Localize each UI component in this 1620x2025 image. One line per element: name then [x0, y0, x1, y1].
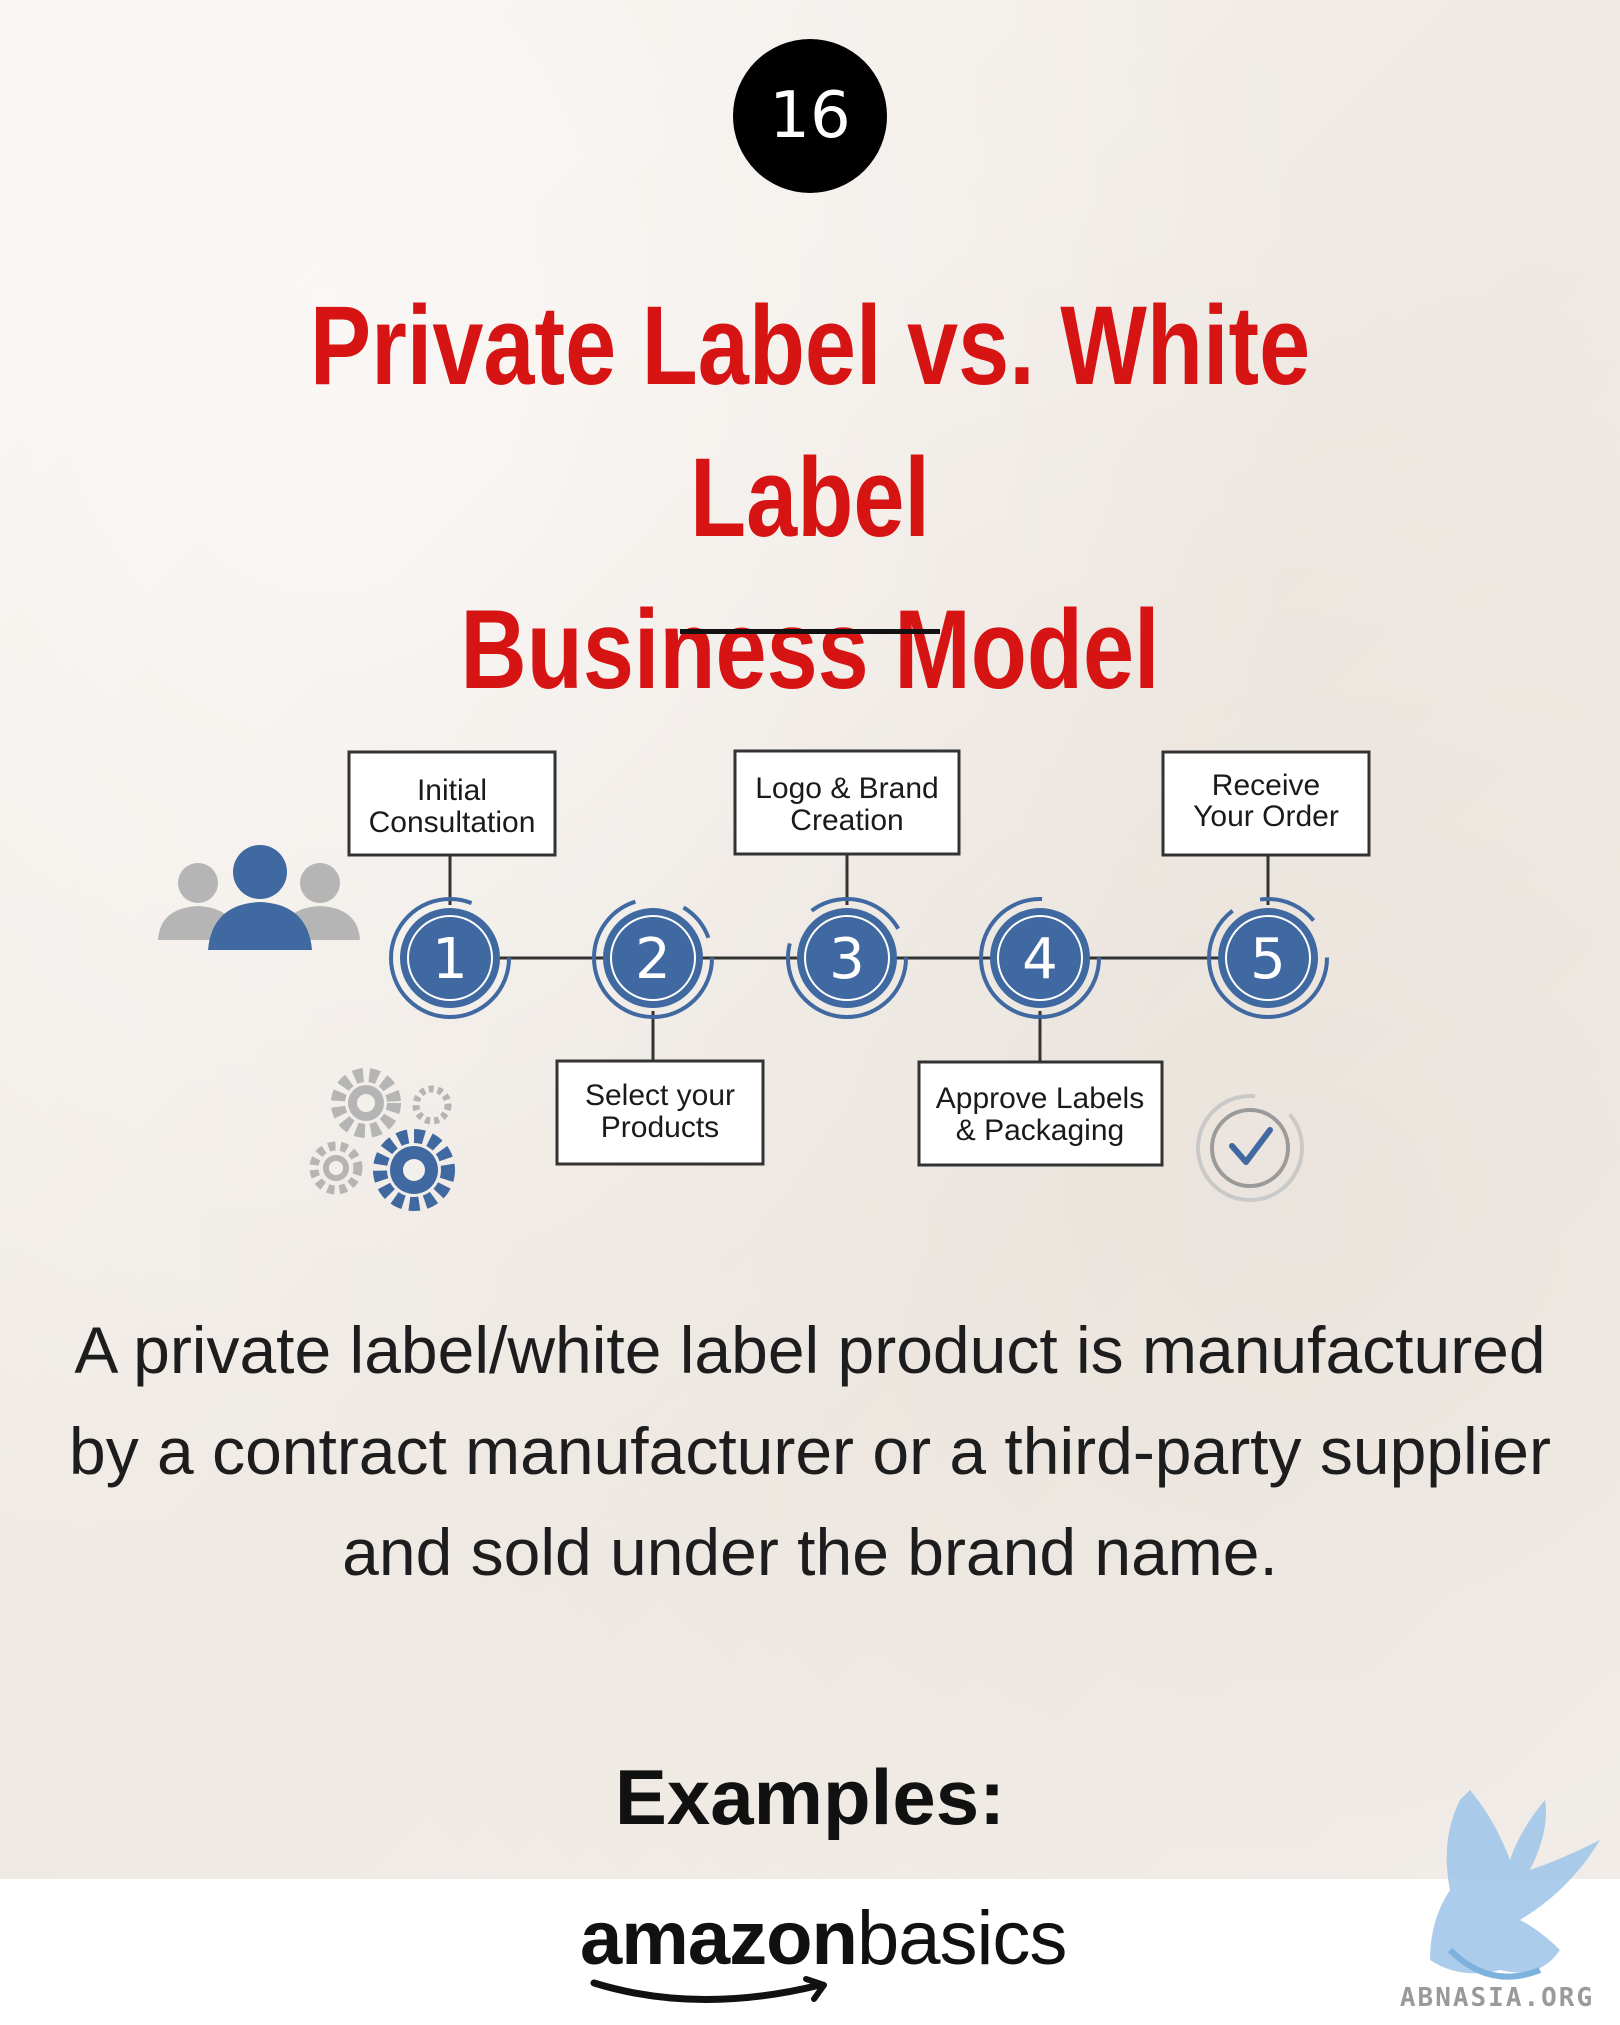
step-5-label-line-1: Receive: [1212, 769, 1320, 802]
step-1-label-line-1: Initial: [417, 774, 487, 807]
description-text: A private label/white label product is m…: [68, 1313, 1551, 1589]
title-line-1: Private Label vs. White Label: [309, 283, 1311, 560]
step-4-label-line-2: & Packaging: [956, 1114, 1124, 1147]
step-circle-4: 4: [979, 897, 1101, 1019]
griffin-watermark-icon: [1430, 1790, 1600, 1980]
checkmark-icon: [1196, 1094, 1304, 1202]
process-diagram: 1 2 3 4 5 Initial Consultation Select yo…: [158, 749, 1371, 1211]
gears-icon: [309, 1068, 455, 1211]
examples-band: [0, 1879, 1620, 2025]
watermark-text: ABNASIA.ORG: [1399, 1983, 1595, 2013]
page-number: 16: [769, 79, 851, 153]
amazon-smile-icon: [590, 1976, 827, 2003]
step-3-label-line-2: Creation: [790, 804, 903, 837]
amazon-basics-logo: amazonbasics: [580, 1895, 1067, 2015]
brand-logo-part-2: basics: [856, 1896, 1067, 1981]
step-5-label-line-2: Your Order: [1193, 800, 1339, 833]
step-2-label-line-2: Products: [601, 1111, 719, 1144]
step-2-label-line-1: Select your: [585, 1079, 735, 1112]
step-label-box-2: Select your Products: [555, 1059, 765, 1166]
step-circle-1: 1: [389, 897, 511, 1019]
page-number-badge: 16: [733, 39, 887, 193]
step-number-4: 4: [1022, 927, 1058, 992]
title-divider: [680, 629, 940, 634]
step-label-box-5: Receive Your Order: [1161, 750, 1371, 857]
step-number-5: 5: [1250, 927, 1286, 992]
page-title: Private Label vs. White Label Business M…: [195, 270, 1425, 726]
step-number-3: 3: [829, 927, 865, 992]
step-label-box-1: Initial Consultation: [347, 750, 557, 857]
brand-logo-part-1: amazon: [580, 1896, 858, 1981]
people-icon: [158, 845, 360, 950]
brand-logo-text: amazonbasics: [580, 1895, 1067, 1982]
step-number-2: 2: [635, 927, 671, 992]
step-circle-5: 5: [1207, 897, 1329, 1019]
step-number-1: 1: [432, 927, 468, 992]
examples-heading: Examples:: [614, 1753, 1006, 1841]
step-circle-2: 2: [592, 897, 714, 1019]
step-3-label-line-1: Logo & Brand: [755, 772, 938, 805]
step-circle-3: 3: [786, 897, 908, 1019]
step-1-label-line-2: Consultation: [369, 806, 536, 839]
step-4-label-line-1: Approve Labels: [936, 1082, 1144, 1115]
step-label-box-3: Logo & Brand Creation: [733, 749, 961, 856]
title-line-2: Business Model: [460, 587, 1160, 712]
step-label-box-4: Approve Labels & Packaging: [917, 1060, 1164, 1167]
